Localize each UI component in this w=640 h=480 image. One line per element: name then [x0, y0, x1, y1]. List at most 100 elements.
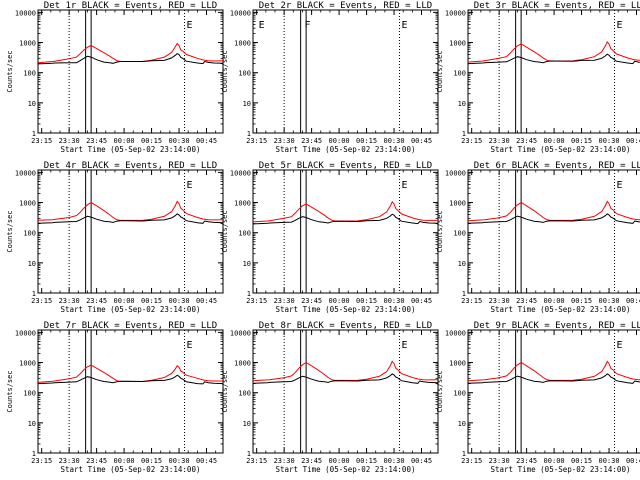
plot-frame — [467, 9, 640, 134]
x-tick-label: 00:00 — [544, 457, 565, 465]
marker-letter: F — [304, 20, 310, 31]
x-axis-label: Start Time (05-Sep-02 23:14:00) — [491, 305, 631, 314]
x-tick-label: 00:00 — [114, 297, 135, 305]
panel-title: Det 8r BLACK = Events, RED = LLD — [259, 321, 432, 331]
marker-letter: E — [617, 20, 623, 31]
x-tick-label: 23:30 — [274, 137, 295, 145]
panel-2: Det 2r BLACK = Events, RED = LLD 1 10 100 10… — [221, 1, 439, 154]
panel-8: Det 8r BLACK = Events, RED = LLD 1 10 100 10… — [221, 321, 439, 474]
y-tick-label: 1 — [462, 290, 466, 298]
x-tick-label: 00:00 — [114, 137, 135, 145]
y-axis-label: Counts/sec — [221, 210, 229, 252]
x-tick-label: 00:00 — [114, 457, 135, 465]
panel-4: Det 4r BLACK = Events, RED = LLD 1 10 100 10… — [6, 161, 224, 314]
x-tick-label: 00:45 — [411, 457, 432, 465]
x-tick-label: 23:15 — [31, 457, 52, 465]
y-tick-label: 10000 — [230, 329, 251, 337]
y-tick-label: 10000 — [15, 169, 36, 177]
x-tick-label: 23:15 — [246, 297, 267, 305]
y-tick-label: 10000 — [445, 9, 466, 17]
y-tick-label: 10 — [458, 420, 466, 428]
x-tick-label: 23:45 — [301, 137, 322, 145]
marker-letter: E — [402, 20, 408, 31]
panel-6: Det 6r BLACK = Events, RED = LLD 1 10 100 10… — [436, 161, 640, 314]
x-tick-label: 23:30 — [274, 297, 295, 305]
x-tick-label: 00:15 — [571, 137, 592, 145]
x-tick-label: 23:15 — [461, 137, 482, 145]
plot-frame — [467, 329, 640, 454]
x-tick-label: 00:00 — [329, 297, 350, 305]
y-tick-label: 1000 — [19, 200, 36, 208]
x-tick-label: 00:30 — [599, 137, 620, 145]
lld-series-line — [467, 200, 640, 222]
x-tick-label: 00:30 — [599, 297, 620, 305]
x-axis-label: Start Time (05-Sep-02 23:14:00) — [276, 305, 416, 314]
plot-frame — [37, 169, 224, 294]
panel-title: Det 9r BLACK = Events, RED = LLD — [474, 321, 640, 331]
x-tick-label: 23:15 — [461, 297, 482, 305]
x-tick-label: 23:30 — [59, 457, 80, 465]
lld-series-line — [252, 360, 439, 382]
x-tick-label: 23:30 — [489, 297, 510, 305]
panel-title: Det 2r BLACK = Events, RED = LLD — [259, 1, 432, 11]
y-tick-label: 100 — [23, 230, 36, 238]
x-tick-label: 23:15 — [246, 457, 267, 465]
marker-letter: E — [187, 20, 193, 31]
panel-1: Det 1r BLACK = Events, RED = LLD 1 10 100 10… — [6, 1, 224, 154]
y-tick-label: 100 — [23, 70, 36, 78]
y-tick-label: 1000 — [449, 360, 466, 368]
y-tick-label: 100 — [453, 70, 466, 78]
y-tick-label: 1000 — [449, 200, 466, 208]
y-tick-label: 10000 — [230, 169, 251, 177]
y-tick-label: 10 — [458, 100, 466, 108]
panel-title: Det 1r BLACK = Events, RED = LLD — [44, 1, 217, 11]
x-tick-label: 00:30 — [169, 137, 190, 145]
y-tick-label: 1000 — [19, 40, 36, 48]
x-tick-label: 23:30 — [274, 457, 295, 465]
plot-frame — [37, 329, 224, 454]
x-tick-label: 23:15 — [31, 137, 52, 145]
panel-title: Det 6r BLACK = Events, RED = LLD — [474, 161, 640, 171]
x-tick-label: 23:30 — [489, 137, 510, 145]
x-tick-label: 23:45 — [86, 297, 107, 305]
y-tick-label: 1 — [32, 450, 36, 458]
y-axis-label: Counts/sec — [221, 50, 229, 92]
marker-letter: E — [402, 180, 408, 191]
y-axis-label: Counts/sec — [221, 370, 229, 412]
x-tick-label: 00:45 — [411, 297, 432, 305]
panel-title: Det 4r BLACK = Events, RED = LLD — [44, 161, 217, 171]
y-axis-label: Counts/sec — [6, 370, 14, 412]
x-tick-label: 00:30 — [384, 297, 405, 305]
panel-7: Det 7r BLACK = Events, RED = LLD 1 10 100 10… — [6, 321, 224, 474]
y-tick-label: 1 — [462, 130, 466, 138]
y-tick-label: 1 — [247, 450, 251, 458]
marker-letter: E — [187, 340, 193, 351]
y-tick-label: 10000 — [230, 9, 251, 17]
marker-letter: E — [617, 180, 623, 191]
x-axis-label: Start Time (05-Sep-02 23:14:00) — [61, 305, 201, 314]
x-tick-label: 23:45 — [516, 297, 537, 305]
lld-series-line — [37, 200, 224, 221]
panel-title: Det 3r BLACK = Events, RED = LLD — [474, 1, 640, 11]
events-series-line — [467, 373, 640, 384]
y-axis-label: Counts/sec — [436, 370, 444, 412]
events-series-line — [252, 373, 439, 384]
x-tick-label: 00:00 — [544, 297, 565, 305]
x-tick-label: 23:15 — [31, 297, 52, 305]
events-series-line — [37, 213, 224, 224]
y-tick-label: 10 — [28, 420, 36, 428]
x-tick-label: 23:45 — [516, 137, 537, 145]
x-tick-label: 00:30 — [169, 297, 190, 305]
y-tick-label: 10 — [28, 100, 36, 108]
y-tick-label: 1 — [32, 290, 36, 298]
x-tick-label: 00:00 — [544, 137, 565, 145]
x-tick-label: 00:45 — [196, 297, 217, 305]
x-axis-label: Start Time (05-Sep-02 23:14:00) — [491, 145, 631, 154]
x-tick-label: 23:45 — [301, 297, 322, 305]
y-tick-label: 100 — [453, 230, 466, 238]
y-tick-label: 10000 — [445, 329, 466, 337]
y-tick-label: 10000 — [15, 329, 36, 337]
x-tick-label: 00:00 — [329, 137, 350, 145]
x-tick-label: 00:45 — [196, 137, 217, 145]
lld-series-line — [37, 364, 223, 383]
